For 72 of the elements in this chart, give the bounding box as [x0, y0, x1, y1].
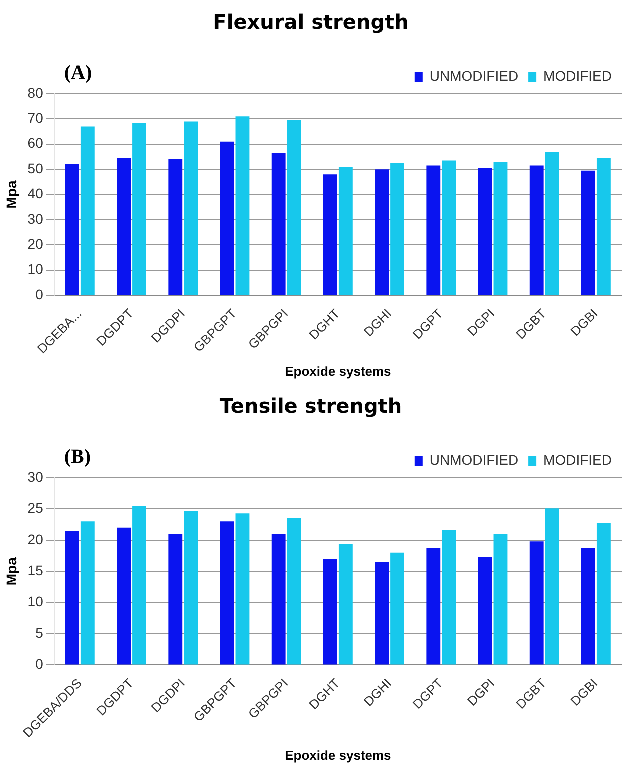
bar — [236, 514, 250, 665]
x-axis-title: Epoxide systems — [285, 748, 392, 763]
bar — [323, 559, 338, 665]
bar — [494, 534, 508, 665]
bar — [220, 142, 234, 296]
bar — [530, 166, 544, 296]
y-tick-label: 60 — [28, 135, 44, 152]
y-tick-label: 5 — [36, 624, 44, 641]
x-axis-title: Epoxide systems — [285, 364, 392, 379]
bar — [530, 542, 544, 665]
bar — [545, 508, 560, 665]
y-tick-label: 15 — [28, 562, 44, 578]
y-tick-label: 25 — [28, 500, 44, 516]
bar — [581, 170, 596, 296]
bar — [272, 534, 286, 665]
bar — [287, 518, 302, 665]
bar — [426, 166, 441, 296]
bar — [426, 548, 441, 665]
bar — [478, 557, 492, 665]
y-tick-label: 10 — [28, 261, 44, 278]
chart-title: Flexural strength — [213, 10, 409, 34]
legend-label: MODIFIED — [544, 452, 612, 468]
bar — [581, 548, 596, 665]
bar — [323, 174, 338, 296]
y-tick-label: 20 — [28, 531, 44, 548]
bar — [596, 524, 611, 665]
bar — [184, 122, 198, 296]
bar — [390, 552, 404, 665]
y-tick-label: 30 — [28, 210, 44, 227]
y-tick-label: 40 — [28, 186, 44, 202]
bar — [338, 544, 353, 665]
bar — [236, 116, 250, 296]
bar — [117, 528, 131, 665]
bar — [338, 167, 353, 296]
bar — [442, 530, 456, 665]
chart-title: Tensile strength — [220, 394, 402, 418]
y-axis-title: Mpa — [3, 180, 20, 209]
bar — [442, 160, 456, 296]
bar — [132, 122, 146, 296]
y-tick-label: 20 — [28, 236, 44, 252]
bar — [80, 126, 95, 296]
text: (B) — [64, 446, 92, 468]
bar — [375, 562, 390, 665]
bar — [390, 163, 404, 296]
bar — [545, 152, 560, 296]
y-tick-label: 0 — [36, 286, 44, 302]
bar — [80, 522, 95, 665]
legend-label: MODIFIED — [544, 68, 612, 84]
bar — [596, 158, 611, 296]
bar — [132, 506, 146, 665]
bar — [220, 522, 234, 665]
bar — [65, 531, 80, 665]
bar — [287, 120, 302, 296]
bar — [272, 153, 286, 296]
y-tick-label: 30 — [28, 468, 44, 485]
y-tick-label: 10 — [28, 594, 44, 610]
bar — [168, 534, 183, 665]
y-axis-title: Mpa — [3, 557, 20, 586]
legend-label: UNMODIFIED — [430, 68, 519, 84]
bar — [117, 158, 131, 296]
y-tick-label: 70 — [28, 110, 44, 126]
text: (A) — [64, 62, 92, 84]
bar — [494, 162, 508, 296]
bar — [168, 159, 183, 296]
y-tick-label: 0 — [36, 656, 44, 672]
legend-label: UNMODIFIED — [430, 452, 519, 468]
bar — [65, 164, 80, 296]
bar — [184, 511, 198, 665]
bar — [478, 168, 492, 296]
y-tick-label: 80 — [28, 84, 44, 101]
bar — [375, 170, 390, 296]
y-tick-label: 50 — [28, 160, 44, 176]
